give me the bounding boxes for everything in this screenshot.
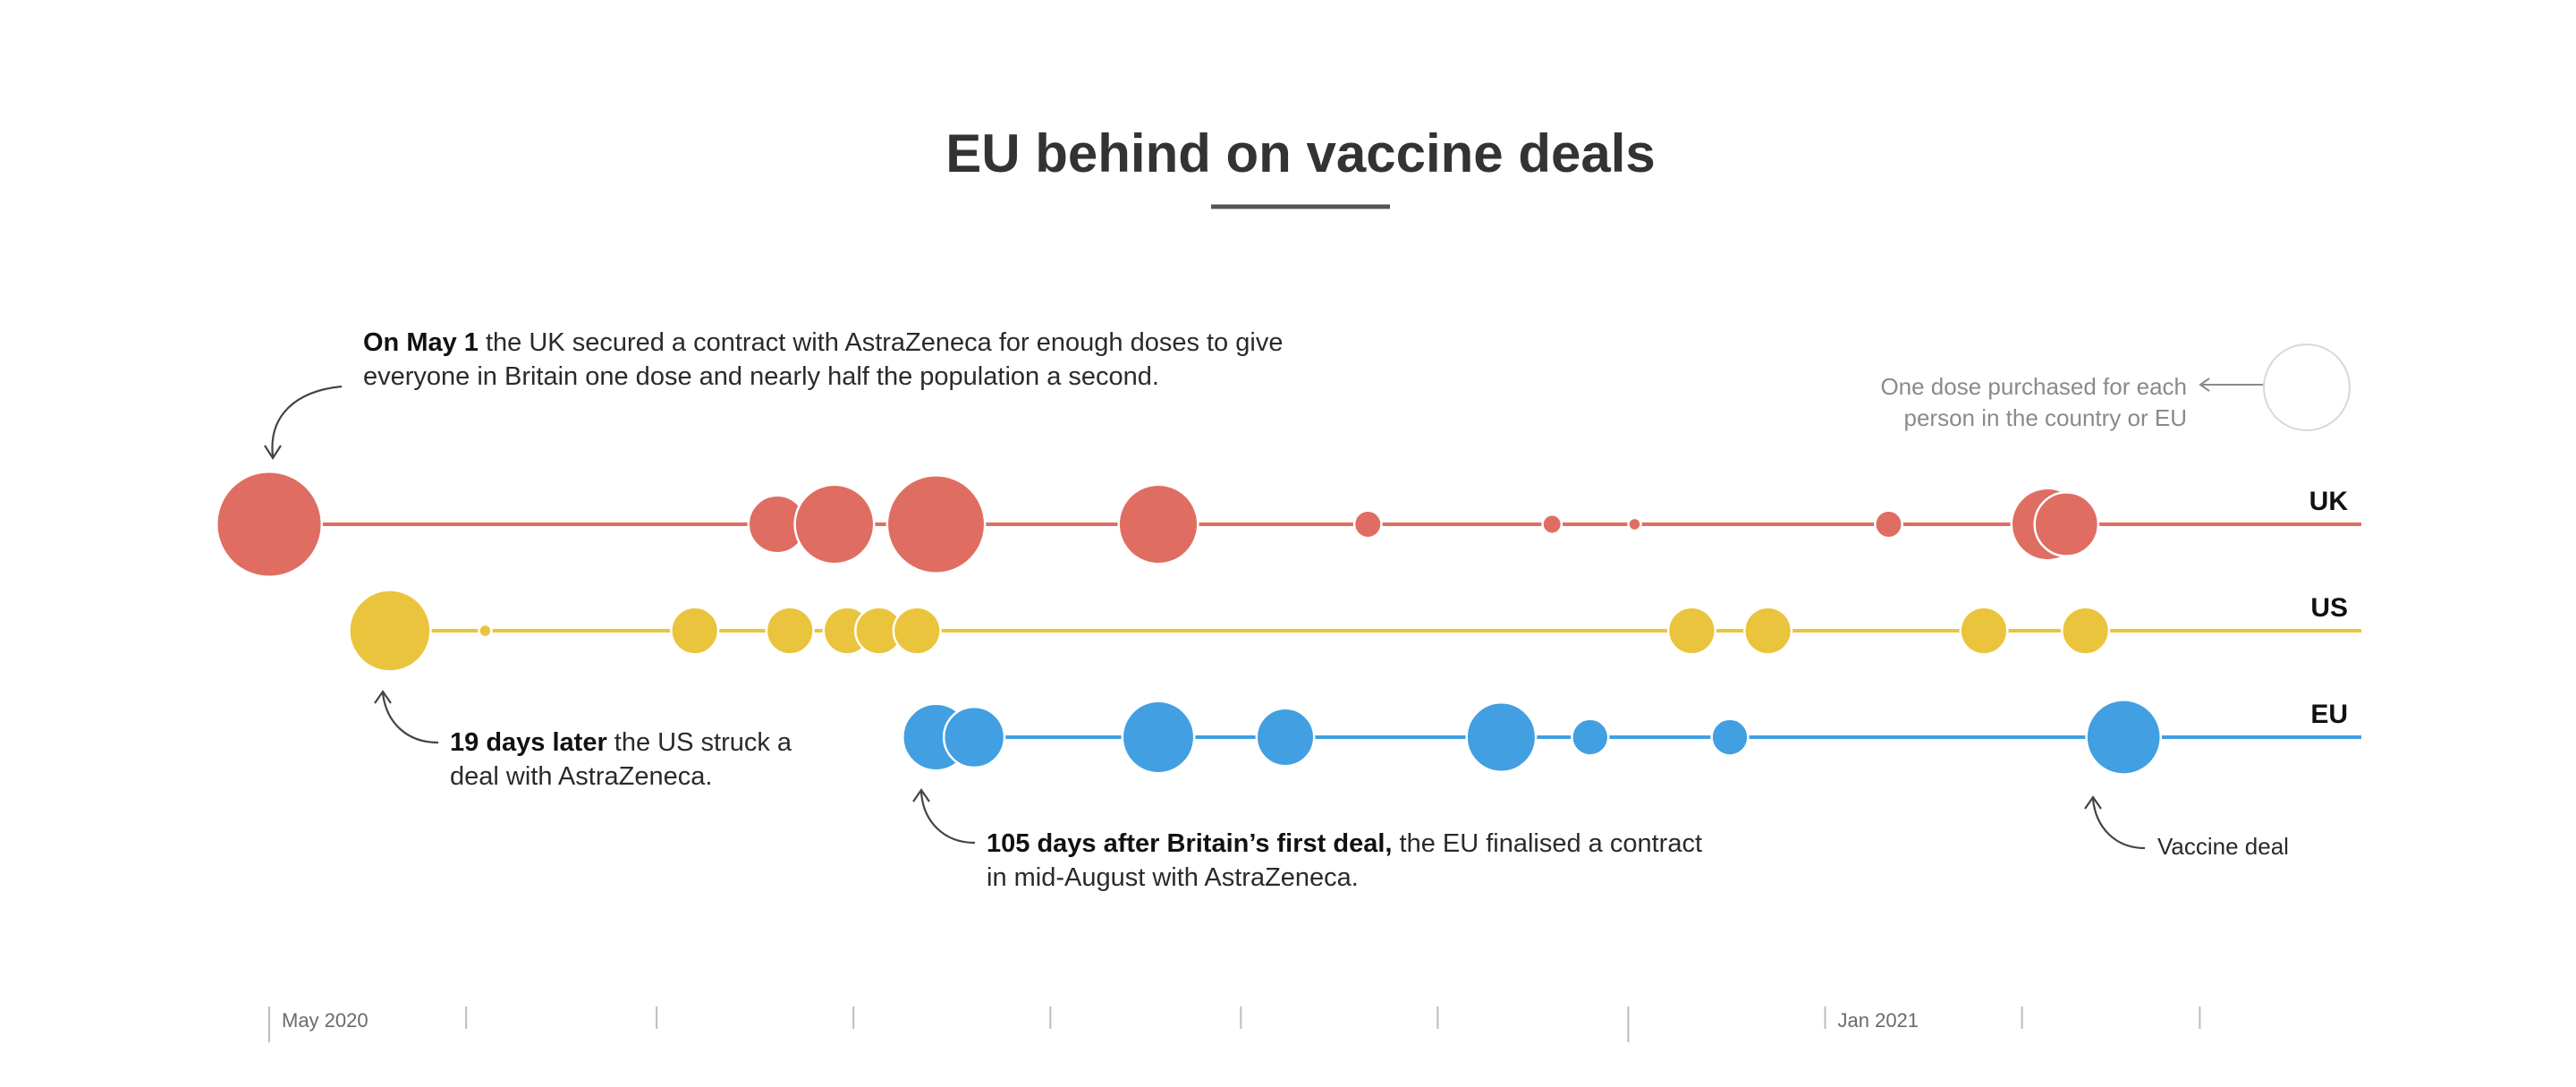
deal-bubble-us-11: [2061, 606, 2111, 656]
deal-bubble-us-8: [1666, 606, 1716, 656]
deal-bubble-uk-7: [1541, 514, 1563, 535]
annotation-uk: On May 1 the UK secured a contract with …: [264, 328, 1283, 461]
deal-bubble-us-2: [478, 623, 493, 639]
series-eu: EU: [902, 699, 2361, 776]
annotation-eu-bold: 105 days after Britain’s first deal,: [987, 829, 1392, 858]
series-us: US: [348, 589, 2361, 673]
annotation-vaccine-deal-label: Vaccine deal: [2157, 833, 2289, 860]
series-lanes: UK US EU: [215, 470, 2361, 776]
annotation-eu-line-2: in mid-August with AstraZeneca.: [987, 863, 1359, 892]
deal-bubble-uk-11: [2033, 491, 2100, 557]
deal-bubble-uk-5: [1117, 483, 1199, 565]
deal-bubble-uk-6: [1352, 509, 1383, 539]
chart-title: EU behind on vaccine deals: [945, 123, 1656, 183]
deal-bubble-us-4: [765, 606, 815, 656]
deal-bubble-eu-3: [1121, 700, 1196, 775]
annotation-vaccine-deal-arrow: [2091, 798, 2146, 850]
annotation-us-line-1: the US struck a: [607, 728, 792, 757]
annotation-us: 19 days later the US struck a deal with …: [374, 690, 792, 791]
deal-bubble-uk-8: [1627, 516, 1642, 532]
deal-bubble-us-7: [892, 606, 942, 656]
annotation-uk-line-1: the UK secured a contract with AstraZene…: [479, 328, 1284, 357]
annotation-us-bold: 19 days later: [450, 728, 607, 757]
deal-bubble-eu-5: [1465, 701, 1538, 773]
svg-text:105 days after Britain’s first: 105 days after Britain’s first deal, the…: [987, 829, 1702, 858]
svg-text:19 days later the US struck a: 19 days later the US struck a: [450, 728, 792, 757]
annotation-us-line-2: deal with AstraZeneca.: [450, 762, 712, 791]
deal-bubble-us-1: [348, 589, 432, 673]
annotation-us-arrowhead: [374, 690, 392, 704]
series-uk: UK: [215, 470, 2361, 579]
annotation-us-arrow: [381, 692, 439, 744]
deal-bubble-uk-4: [886, 474, 987, 574]
annotation-uk-arrow: [271, 385, 343, 457]
deal-bubble-eu-6: [1571, 718, 1610, 757]
annotation-vaccine-deal: Vaccine deal: [2084, 795, 2289, 860]
axis-label-2021-01-01: Jan 2021: [1838, 1009, 1919, 1032]
series-label-eu: EU: [2310, 700, 2348, 729]
annotation-uk-bold: On May 1: [363, 328, 479, 357]
deal-bubble-eu-8: [2085, 699, 2163, 776]
annotation-eu: 105 days after Britain’s first deal, the…: [912, 788, 1702, 892]
series-label-uk: UK: [2309, 487, 2349, 516]
legend-reference-circle: [2263, 344, 2351, 431]
deal-bubble-eu-7: [1710, 718, 1750, 757]
deal-bubble-us-9: [1743, 606, 1793, 656]
deal-bubble-uk-9: [1874, 509, 1903, 539]
annotation-vaccine-deal-arrowhead: [2084, 795, 2102, 810]
annotation-uk-line-2: everyone in Britain one dose and nearly …: [363, 362, 1159, 391]
annotation-uk-arrowhead: [264, 445, 282, 461]
annotation-eu-line-1: the EU finalised a contract: [1392, 829, 1702, 858]
deal-bubble-eu-4: [1255, 707, 1316, 768]
deal-bubble-uk-3: [793, 483, 876, 565]
axis-label-2020-05-01: May 2020: [282, 1009, 369, 1032]
deal-bubble-eu-2: [942, 705, 1006, 769]
svg-text:On May 1 the UK secured a cont: On May 1 the UK secured a contract with …: [363, 328, 1283, 357]
deal-bubble-us-10: [1959, 606, 2009, 656]
annotation-eu-arrowhead: [912, 788, 930, 803]
annotation-eu-arrow: [919, 791, 976, 845]
time-axis: May 2020 Jan 2021: [268, 1006, 2201, 1042]
size-legend: One dose purchased for each person in th…: [1880, 344, 2351, 431]
legend-text-line-1: One dose purchased for each: [1880, 373, 2187, 400]
deal-bubble-uk-1: [215, 470, 324, 579]
deal-bubble-us-3: [670, 606, 720, 656]
legend-arrow-head: [2199, 378, 2210, 392]
series-label-us: US: [2310, 593, 2348, 623]
legend-text-line-2: person in the country or EU: [1904, 404, 2188, 431]
